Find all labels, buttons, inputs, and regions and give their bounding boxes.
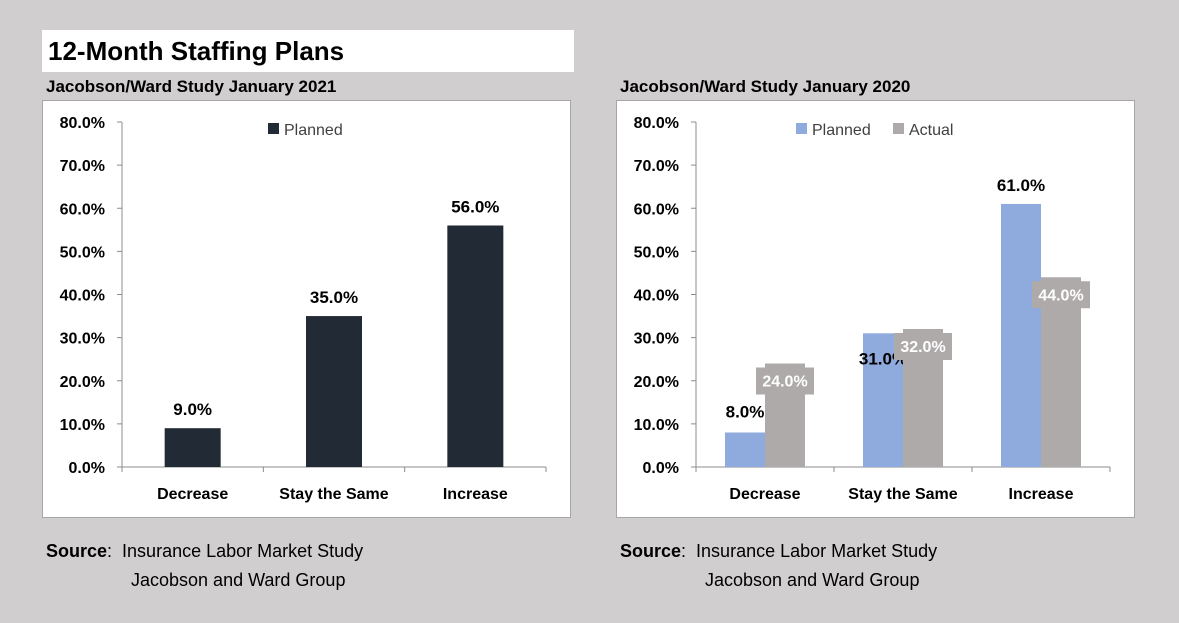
data-label: 32.0% — [900, 339, 945, 356]
data-label-bg — [1032, 281, 1090, 309]
chart-2021: 0.0% 10.0% 20.0% 30.0% 40.0% 50.0% 60.0% 70.0% 8… — [42, 100, 571, 518]
y-tick-label: 60.0% — [60, 201, 105, 218]
source-note-right: Source: Insurance Labor Market Study Jac… — [620, 537, 937, 595]
x-tick-label: Stay the Same — [279, 486, 388, 503]
data-label: 9.0% — [173, 400, 212, 419]
x-tick-label: Decrease — [729, 486, 800, 503]
x-tick-label: Decrease — [157, 486, 228, 503]
y-tick-label: 60.0% — [634, 201, 679, 218]
bar — [447, 225, 504, 467]
legend-label: Planned — [284, 122, 343, 139]
y-tick-label: 30.0% — [60, 331, 105, 348]
data-label: 44.0% — [1038, 287, 1083, 304]
legend-swatch — [893, 123, 904, 134]
source-line-1: Insurance Labor Market Study — [122, 541, 364, 561]
y-tick-label: 10.0% — [634, 417, 679, 434]
legend-swatch — [268, 123, 279, 134]
bar — [164, 428, 221, 467]
bar — [306, 316, 362, 467]
x-tick-label: Increase — [1009, 486, 1074, 503]
legend-swatch — [796, 123, 807, 134]
y-tick-label: 40.0% — [634, 288, 679, 305]
data-label-bg — [756, 367, 814, 395]
y-tick-label: 40.0% — [60, 288, 105, 305]
source-line-2: Jacobson and Ward Group — [131, 570, 346, 590]
y-tick-label: 70.0% — [60, 158, 105, 175]
y-tick-label: 50.0% — [60, 244, 105, 261]
data-label: 8.0% — [726, 403, 765, 422]
x-tick-label: Stay the Same — [848, 486, 957, 503]
y-tick-label: 20.0% — [634, 374, 679, 391]
y-tick-label: 20.0% — [60, 374, 105, 391]
legend-label: Planned — [812, 122, 871, 139]
y-tick-label: 80.0% — [60, 115, 105, 132]
source-label: Source — [46, 541, 108, 561]
data-label: 56.0% — [451, 198, 499, 217]
source-colon: : — [681, 541, 697, 561]
y-tick-label: 0.0% — [69, 460, 105, 477]
y-tick-label: 30.0% — [634, 331, 679, 348]
y-tick-label: 10.0% — [60, 417, 105, 434]
bar — [1041, 277, 1081, 467]
source-note-left: Source: Insurance Labor Market Study Jac… — [46, 537, 363, 595]
y-tick-label: 80.0% — [634, 115, 679, 132]
y-tick-label: 0.0% — [643, 460, 679, 477]
x-tick-label: Increase — [443, 486, 508, 503]
page-title: 12-Month Staffing Plans — [42, 30, 574, 72]
legend-label: Actual — [909, 122, 953, 139]
source-line-2: Jacobson and Ward Group — [705, 570, 920, 590]
source-colon: : — [107, 541, 123, 561]
y-tick-label: 50.0% — [634, 244, 679, 261]
chart-subtitle-2021: Jacobson/Ward Study January 2021 — [46, 77, 337, 96]
data-label: 61.0% — [997, 176, 1045, 195]
y-tick-label: 70.0% — [634, 158, 679, 175]
bar — [1001, 203, 1041, 467]
source-line-1: Insurance Labor Market Study — [696, 541, 938, 561]
data-label: 35.0% — [310, 288, 358, 307]
data-label-bg — [894, 333, 952, 360]
source-label: Source — [620, 541, 682, 561]
chart-2020: 0.0% 10.0% 20.0% 30.0% 40.0% 50.0% 60.0% 70.0% 8… — [616, 100, 1135, 518]
data-label: 24.0% — [762, 374, 807, 391]
bar — [725, 432, 765, 467]
chart-subtitle-2020: Jacobson/Ward Study January 2020 — [620, 77, 911, 96]
